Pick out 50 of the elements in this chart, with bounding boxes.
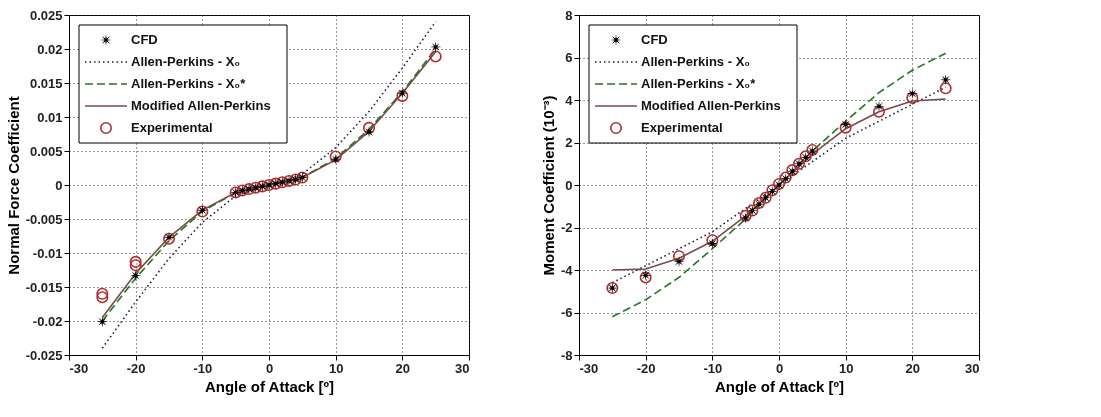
x-tick-label: 10 bbox=[838, 360, 854, 376]
y-tick-label: 0.005 bbox=[29, 143, 63, 159]
x-tick-label: 10 bbox=[328, 360, 344, 376]
x-tick-label: 30 bbox=[965, 360, 980, 376]
legend-label: Experimental bbox=[641, 120, 723, 135]
y-tick-label: -0.015 bbox=[25, 279, 63, 295]
y-tick-label: 6 bbox=[565, 50, 573, 65]
y-tick-label: 4 bbox=[565, 92, 574, 108]
legend-label: Allen-Perkins - X₀* bbox=[131, 76, 247, 91]
y-tick-label: -6 bbox=[560, 305, 573, 320]
y-tick-label: 0.01 bbox=[37, 109, 63, 125]
line-series bbox=[611, 52, 947, 318]
x-tick-label: 30 bbox=[455, 360, 470, 376]
y-axis-title: Normal Force Coefficient bbox=[4, 96, 22, 275]
y-tick-label: -8 bbox=[560, 347, 573, 363]
legend-label: Allen-Perkins - X₀* bbox=[641, 76, 757, 91]
y-tick-label: 2 bbox=[565, 135, 573, 150]
y-tick-label: 8 bbox=[565, 7, 573, 23]
line-series bbox=[101, 21, 437, 349]
y-tick-label: 0 bbox=[565, 177, 573, 193]
y-tick-label: -4 bbox=[560, 262, 574, 278]
x-tick-label: -20 bbox=[126, 360, 146, 376]
y-tick-label: 0 bbox=[55, 177, 63, 193]
y-tick-label: -0.025 bbox=[25, 347, 63, 363]
legend-label: Allen-Perkins - X₀ bbox=[641, 54, 751, 69]
x-tick-label: -20 bbox=[636, 360, 656, 376]
legend-label: Allen-Perkins - X₀ bbox=[131, 54, 241, 69]
y-tick-label: -0.01 bbox=[32, 245, 63, 261]
y-tick-label: 0.025 bbox=[29, 7, 63, 23]
x-tick-label: 20 bbox=[905, 360, 921, 376]
y-tick-label: 0.02 bbox=[37, 41, 63, 57]
legend-label: Modified Allen-Perkins bbox=[641, 98, 781, 113]
x-tick-label: -10 bbox=[703, 360, 723, 376]
y-tick-label: -2 bbox=[560, 220, 573, 235]
x-tick-label: -30 bbox=[579, 360, 599, 376]
legend-label: Experimental bbox=[131, 120, 213, 135]
x-tick-label: 0 bbox=[775, 360, 784, 376]
x-axis-title: Angle of Attack [º] bbox=[204, 377, 335, 395]
y-tick-label: -0.02 bbox=[32, 313, 63, 329]
y-tick-label: 0.015 bbox=[29, 75, 63, 91]
legend-label: Modified Allen-Perkins bbox=[131, 98, 271, 113]
y-tick-label: -0.005 bbox=[25, 211, 63, 227]
x-tick-label: 0 bbox=[265, 360, 274, 376]
x-tick-label: -10 bbox=[193, 360, 213, 376]
x-tick-label: -30 bbox=[69, 360, 89, 376]
x-tick-label: 20 bbox=[395, 360, 411, 376]
legend-label: CFD bbox=[641, 32, 668, 47]
legend-label: CFD bbox=[131, 32, 158, 47]
y-axis-title: Moment Coefficient (10⁻³) bbox=[539, 95, 557, 276]
x-axis-title: Angle of Attack [º] bbox=[714, 377, 845, 395]
